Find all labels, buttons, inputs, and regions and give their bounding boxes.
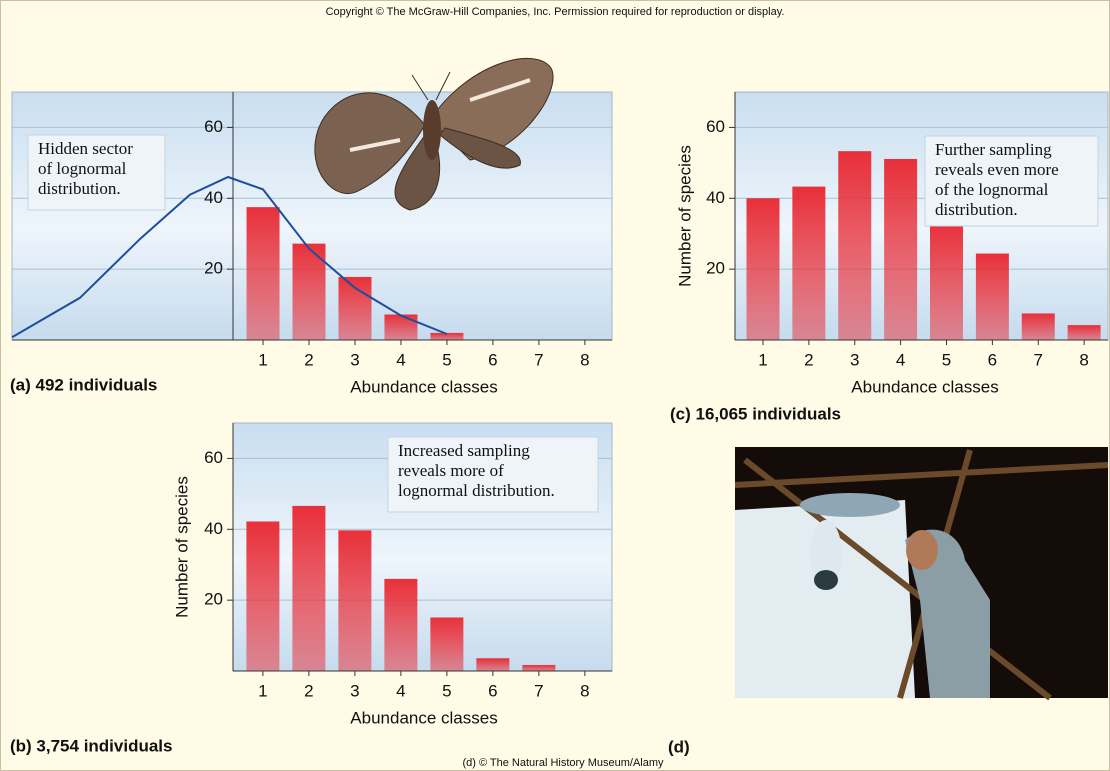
bar bbox=[246, 521, 279, 671]
x-tick-label: 6 bbox=[488, 350, 497, 369]
photo bbox=[735, 447, 1108, 698]
bar bbox=[930, 224, 963, 340]
photo-label: (d) bbox=[668, 737, 690, 756]
x-tick-label: 3 bbox=[850, 350, 859, 369]
x-tick-label: 1 bbox=[258, 350, 267, 369]
annotation: of the lognormal bbox=[935, 180, 1049, 199]
caption: (a) 492 individuals bbox=[10, 375, 157, 394]
x-tick-label: 4 bbox=[396, 350, 405, 369]
page: Copyright © The McGraw-Hill Companies, I… bbox=[0, 0, 1110, 771]
annotation: reveals even more bbox=[935, 160, 1059, 179]
y-tick-label: 60 bbox=[204, 117, 223, 136]
bar bbox=[838, 151, 871, 340]
y-axis-label: Number of species bbox=[172, 476, 191, 618]
bar bbox=[247, 207, 280, 340]
x-tick-label: 6 bbox=[488, 681, 497, 700]
x-tick-label: 4 bbox=[896, 350, 905, 369]
bar bbox=[1068, 325, 1101, 340]
x-tick-label: 4 bbox=[396, 681, 405, 700]
bar bbox=[384, 579, 417, 671]
x-tick-label: 1 bbox=[258, 681, 267, 700]
caption: (b) 3,754 individuals bbox=[10, 736, 173, 755]
copyright: Copyright © The McGraw-Hill Companies, I… bbox=[326, 6, 785, 18]
x-axis-label: Abundance classes bbox=[350, 377, 497, 396]
x-tick-label: 8 bbox=[580, 350, 589, 369]
x-tick-label: 5 bbox=[442, 681, 451, 700]
annotation: Hidden sector bbox=[38, 139, 133, 158]
y-tick-label: 20 bbox=[706, 259, 725, 278]
chart: 20 40 60 1 2 3 4 5 6 7 8 Abundance classes Number of… bbox=[10, 423, 612, 755]
figure: Copyright © The McGraw-Hill Companies, I… bbox=[0, 0, 1110, 771]
bar bbox=[884, 159, 917, 340]
bar bbox=[976, 254, 1009, 340]
x-axis-label: Abundance classes bbox=[350, 708, 497, 727]
x-tick-label: 5 bbox=[942, 350, 951, 369]
annotation: distribution. bbox=[38, 179, 121, 198]
x-tick-label: 6 bbox=[988, 350, 997, 369]
annotation: Increased sampling bbox=[398, 441, 530, 460]
x-axis-label: Abundance classes bbox=[851, 377, 998, 396]
x-tick-label: 2 bbox=[304, 350, 313, 369]
x-tick-label: 2 bbox=[804, 350, 813, 369]
bar bbox=[430, 333, 463, 340]
x-tick-label: 3 bbox=[350, 681, 359, 700]
bar bbox=[338, 530, 371, 671]
x-tick-label: 2 bbox=[304, 681, 313, 700]
annotation: reveals more of bbox=[398, 461, 504, 480]
y-axis-label: Number of species bbox=[675, 145, 694, 287]
x-tick-label: 8 bbox=[580, 681, 589, 700]
bar bbox=[292, 506, 325, 671]
x-tick-label: 7 bbox=[534, 350, 543, 369]
x-tick-label: 1 bbox=[758, 350, 767, 369]
bar bbox=[1022, 313, 1055, 340]
caption: (c) 16,065 individuals bbox=[670, 404, 841, 423]
bar bbox=[338, 277, 371, 340]
photo-credit: (d) © The Natural History Museum/Alamy bbox=[462, 757, 664, 769]
x-tick-label: 8 bbox=[1079, 350, 1088, 369]
annotation: distribution. bbox=[935, 200, 1018, 219]
chart: 20 40 60 1 2 3 4 5 6 7 8 Abundance classes (a) 492 i… bbox=[10, 92, 612, 396]
y-tick-label: 40 bbox=[204, 519, 223, 538]
bar bbox=[384, 314, 417, 340]
bar bbox=[430, 618, 463, 671]
y-tick-label: 60 bbox=[204, 448, 223, 467]
bar bbox=[746, 198, 779, 340]
annotation: Further sampling bbox=[935, 140, 1052, 159]
y-tick-label: 20 bbox=[204, 590, 223, 609]
x-tick-label: 7 bbox=[534, 681, 543, 700]
annotation: lognormal distribution. bbox=[398, 481, 555, 500]
annotation: of lognormal bbox=[38, 159, 127, 178]
bar bbox=[522, 665, 555, 671]
bar bbox=[476, 658, 509, 671]
y-tick-label: 60 bbox=[706, 117, 725, 136]
chart: 20 40 60 1 2 3 4 5 6 7 8 Abundance classes Number of… bbox=[670, 92, 1108, 423]
y-tick-label: 40 bbox=[204, 188, 223, 207]
bar bbox=[792, 187, 825, 340]
y-tick-label: 20 bbox=[204, 259, 223, 278]
y-tick-label: 40 bbox=[706, 188, 725, 207]
x-tick-label: 3 bbox=[350, 350, 359, 369]
x-tick-label: 5 bbox=[442, 350, 451, 369]
x-tick-label: 7 bbox=[1034, 350, 1043, 369]
